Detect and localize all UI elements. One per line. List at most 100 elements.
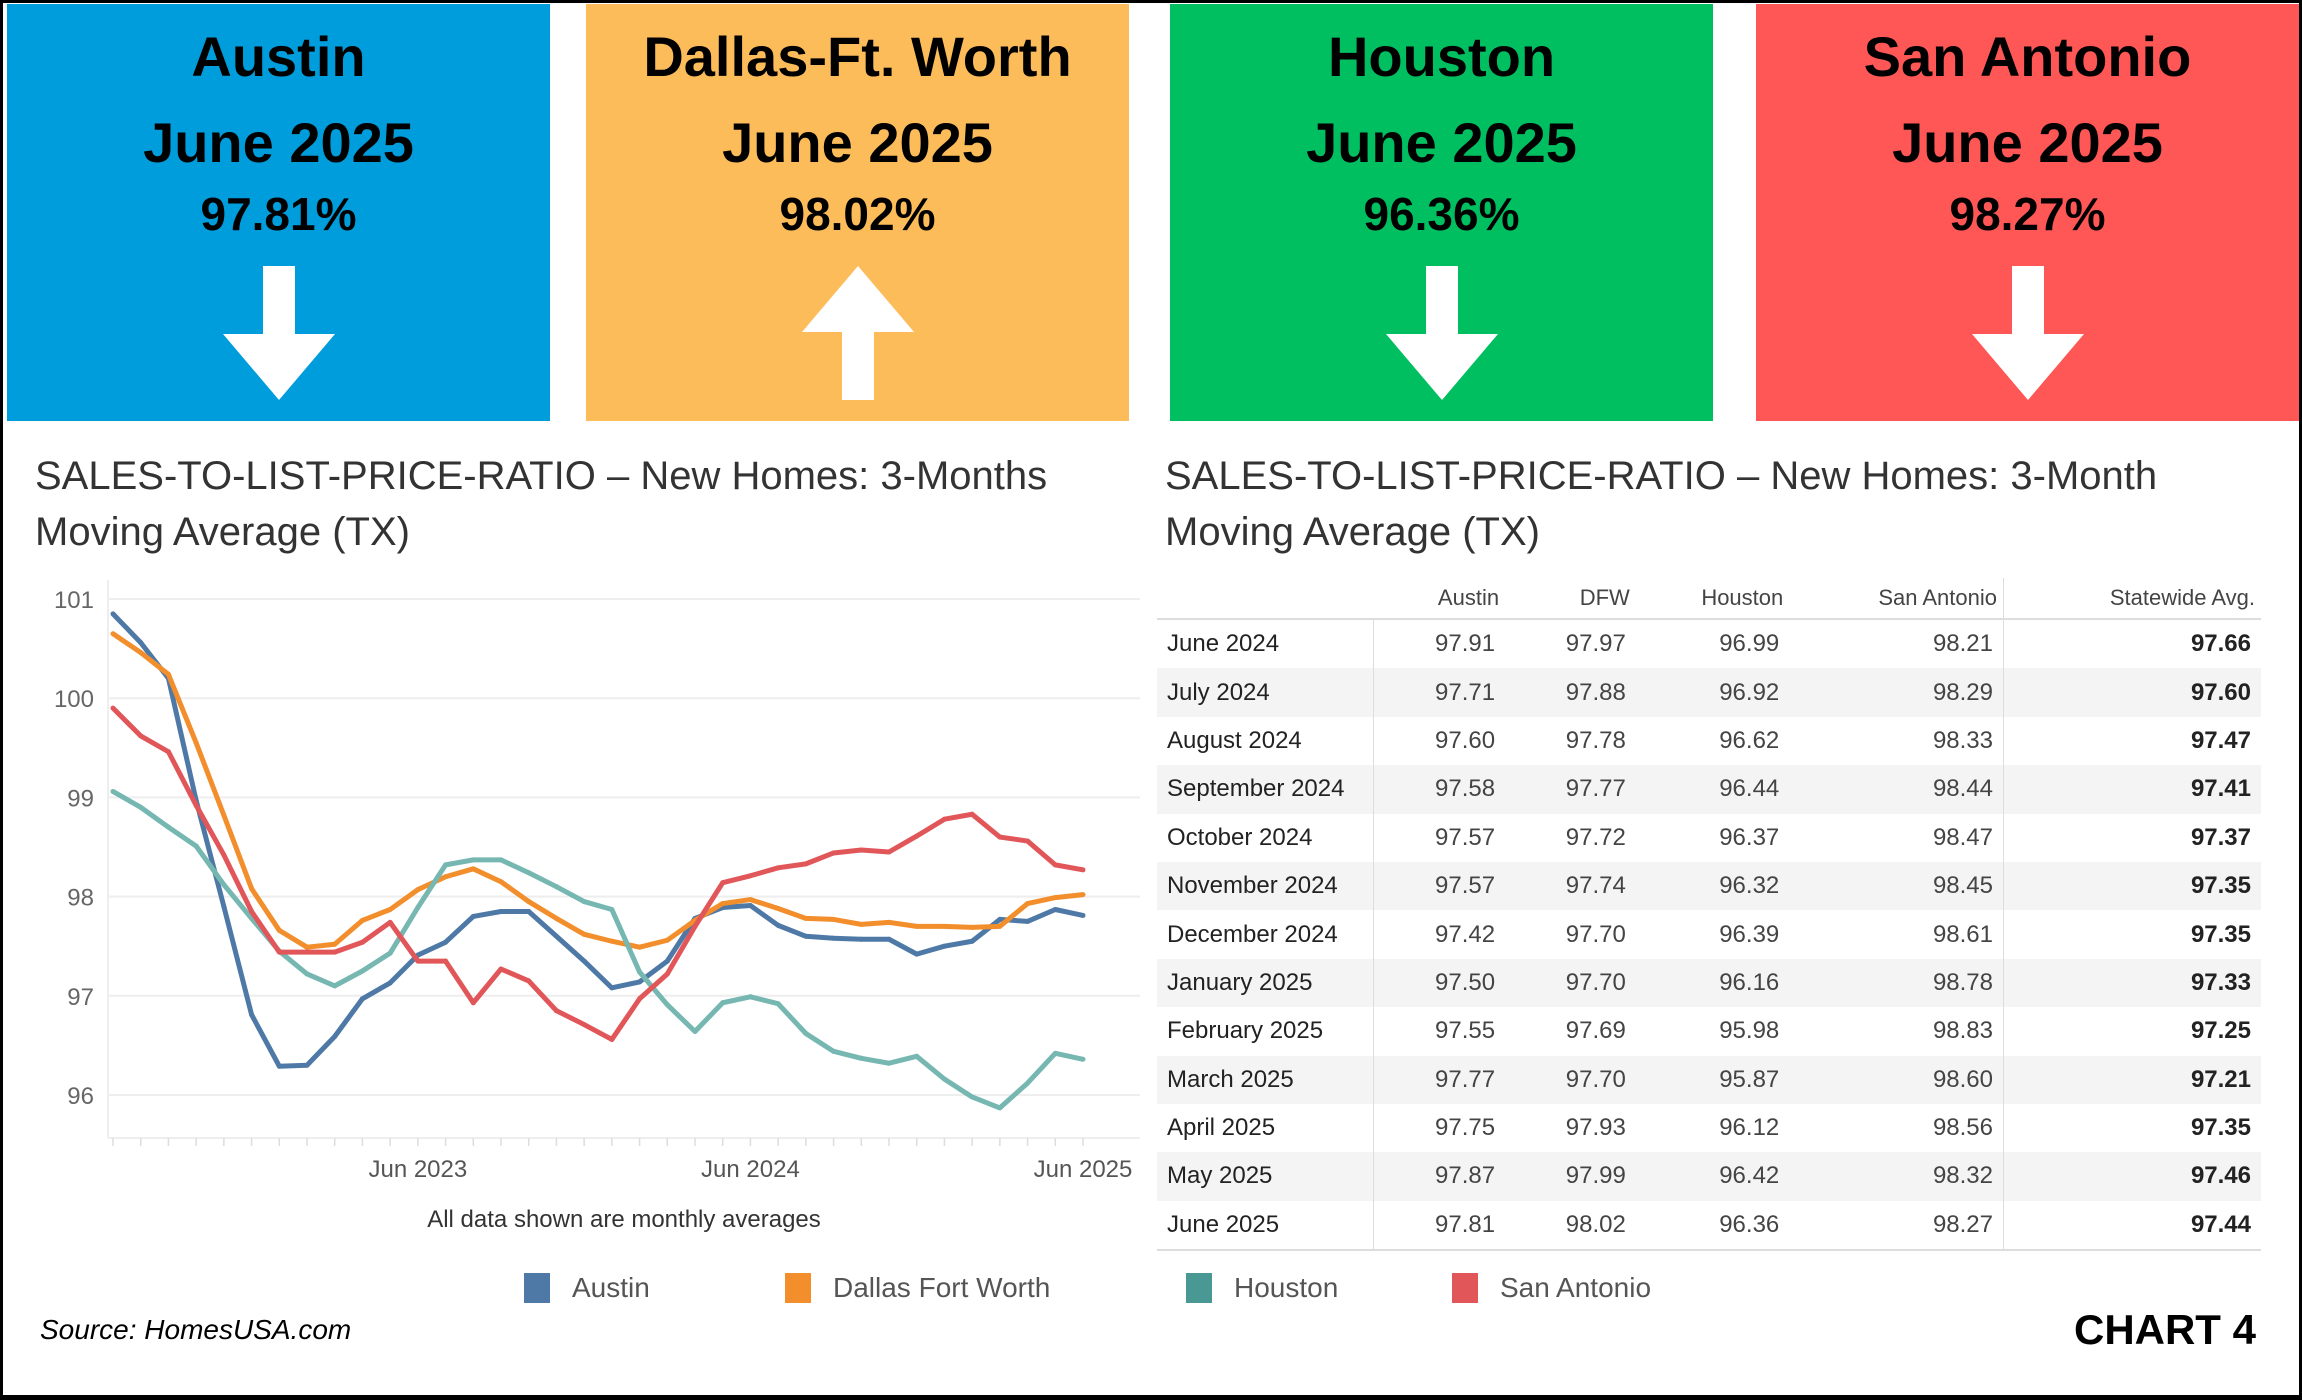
data-table: Austin DFW Houston San Antonio Statewide Avg…: [1157, 578, 2261, 1252]
table-cell: 97.57: [1435, 823, 1496, 851]
data-point: [886, 919, 892, 925]
data-point: [276, 1063, 282, 1069]
table-cell: October 2024: [1157, 813, 1374, 862]
table-cell: 98.33: [1932, 726, 1993, 754]
data-point: [775, 906, 781, 912]
table-cell: 97.69: [1565, 1017, 1626, 1045]
data-point: [803, 915, 809, 921]
table-cell: 95.98: [1719, 1017, 1780, 1045]
table-cell: June 2025: [1157, 1200, 1374, 1252]
table-cell: 98.78: [1789, 958, 2004, 1008]
table-cell: 98.21: [1932, 630, 1993, 658]
column-header: Austin: [1373, 578, 1506, 620]
table-title: SALES-TO-LIST-PRICE-RATIO – New Homes: 3…: [1165, 448, 2157, 560]
table-row: October 2024 97.57 97.72 96.37 98.47 97.37: [1157, 813, 2261, 862]
table-cell: 96.37: [1719, 823, 1780, 851]
data-point: [609, 938, 615, 944]
table-cell: 97.21: [2003, 1055, 2261, 1104]
title-line: Moving Average (TX): [35, 510, 410, 554]
table-cell: 97.25: [2003, 1007, 2261, 1056]
chart-label: CHART 4: [2073, 1306, 2256, 1353]
table-cell: 97.72: [1565, 823, 1626, 851]
title-line: SALES-TO-LIST-PRICE-RATIO – New Homes: 3…: [35, 454, 1048, 498]
y-tick-label: 96: [67, 1083, 94, 1110]
column-header: Statewide Avg.: [2003, 578, 2261, 620]
table-cell: 96.62: [1719, 726, 1780, 754]
kpi-pct: 97.81%: [200, 188, 357, 240]
data-point: [747, 897, 753, 903]
series-line: [111, 706, 1084, 1042]
table-cell: 97.71: [1373, 668, 1506, 717]
legend-swatch: [1186, 1273, 1212, 1303]
source-text: Source: HomesUSA.com: [40, 1314, 352, 1345]
data-point: [498, 879, 504, 885]
data-point: [249, 886, 255, 892]
data-point: [138, 650, 144, 656]
table-cell: 97.77: [1373, 1055, 1506, 1104]
data-point: [359, 968, 365, 974]
table-cell: 97.37: [2003, 813, 2261, 862]
data-point: [637, 969, 643, 975]
table-cell: 97.50: [1373, 958, 1506, 1008]
data-point: [387, 950, 393, 956]
table-cell: 97.55: [1435, 1017, 1496, 1045]
table-cell: 97.66: [2003, 619, 2261, 669]
table-cell: 97.41: [2003, 765, 2261, 814]
table-row: February 2025 97.55 97.69 95.98 98.83 97.25: [1157, 1007, 2261, 1056]
table-cell: 98.27: [1789, 1200, 2004, 1252]
data-point: [221, 812, 227, 818]
table-cell: 97.97: [1565, 630, 1626, 658]
data-point: [193, 802, 199, 808]
table-row: January 2025 97.50 97.70 96.16 98.78 97.33: [1157, 958, 2261, 1008]
kpi-city: Austin: [191, 25, 366, 88]
data-point: [387, 919, 393, 925]
data-point: [664, 1002, 670, 1008]
data-point: [304, 971, 310, 977]
table-row: April 2025 97.75 97.93 96.12 98.56 97.35: [1157, 1103, 2261, 1153]
data-point: [969, 924, 975, 930]
data-point: [858, 921, 864, 927]
data-point: [969, 1094, 975, 1100]
data-point: [470, 857, 476, 863]
data-point: [359, 939, 365, 945]
data-point: [359, 917, 365, 923]
data-point: [637, 979, 643, 985]
table-cell: 97.91: [1435, 630, 1496, 658]
series-dallas-fort-worth: [110, 631, 1086, 950]
table-cell: 98.45: [1789, 861, 2004, 911]
data-point: [858, 1055, 864, 1061]
data-point: [664, 971, 670, 977]
data-point: [941, 923, 947, 929]
data-point: [110, 611, 116, 617]
table-cell: 97.46: [2003, 1152, 2261, 1201]
data-point: [470, 913, 476, 919]
data-point: [165, 824, 171, 830]
data-point: [941, 1076, 947, 1082]
data-point: [1052, 1050, 1058, 1056]
data-point: [609, 906, 615, 912]
x-tick-label: Jun 2025: [1034, 1156, 1133, 1180]
line-chart: 96 97 98 99 100 101 Jun 2023 Jun 2024 Jun 2025: [54, 580, 1140, 1180]
kpi-pct: 98.27%: [1949, 188, 2106, 240]
table-cell: 97.75: [1435, 1114, 1496, 1142]
data-point: [692, 1029, 698, 1035]
table-cell: 98.47: [1932, 823, 1993, 851]
data-point: [997, 834, 1003, 840]
data-point: [858, 936, 864, 942]
data-point: [720, 1000, 726, 1006]
kpi-box-dallas-ft-worth: Dallas-Ft. Worth June 2025 98.02%: [586, 4, 1129, 421]
legend-label: Houston: [1234, 1272, 1339, 1303]
data-point: [858, 847, 864, 853]
table-cell: 97.35: [2003, 910, 2261, 959]
column-header: [1157, 578, 1374, 620]
legend-label: San Antonio: [1500, 1272, 1652, 1303]
arrow-down-icon: [222, 266, 335, 400]
kpi-date: June 2025: [1892, 111, 2163, 174]
data-point: [526, 899, 532, 905]
data-point: [276, 927, 282, 933]
table-cell: 97.57: [1373, 861, 1506, 911]
table-cell: 98.56: [1932, 1114, 1993, 1142]
data-point: [775, 922, 781, 928]
table-cell: 98.44: [1789, 765, 2004, 814]
legend-label: Dallas Fort Worth: [833, 1272, 1051, 1303]
